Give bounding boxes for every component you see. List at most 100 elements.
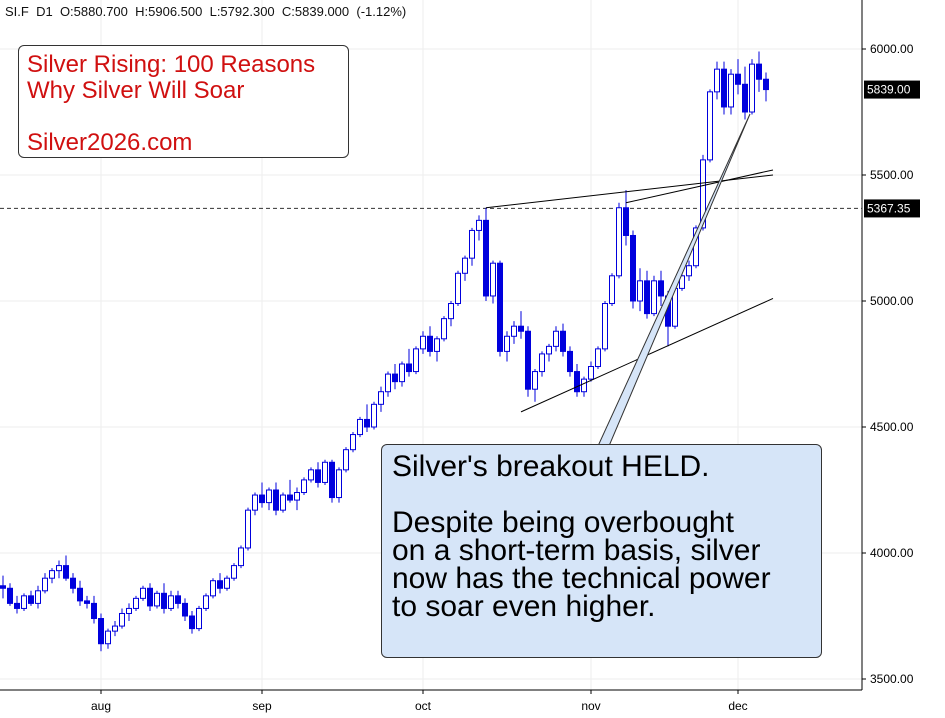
y-tick-label: 4000.00 bbox=[870, 546, 914, 560]
candle-body bbox=[455, 272, 461, 305]
candle-body bbox=[196, 607, 202, 630]
callout-line2: Despite being overbought bbox=[392, 506, 734, 539]
callout-line5: to soar even higher. bbox=[392, 590, 656, 623]
candle-body bbox=[581, 378, 587, 393]
close-value: C:5839.000 bbox=[281, 4, 350, 19]
candle-body bbox=[553, 330, 559, 347]
candle-body bbox=[98, 618, 104, 645]
candle-body bbox=[546, 345, 552, 355]
candle-body bbox=[343, 449, 349, 471]
promo-title-line1: Silver Rising: 100 Reasons bbox=[27, 51, 316, 78]
candle-body bbox=[308, 469, 314, 481]
candle-body bbox=[336, 469, 342, 499]
candle-body bbox=[112, 625, 118, 632]
candle-body bbox=[357, 418, 363, 436]
candle-body bbox=[182, 602, 188, 617]
open-value: O:5880.700 bbox=[59, 4, 128, 19]
candle-body bbox=[539, 353, 545, 373]
candle-body bbox=[525, 330, 531, 390]
candle-body bbox=[329, 461, 335, 499]
candle-body bbox=[392, 373, 398, 383]
candle-body bbox=[7, 587, 13, 604]
y-tick-label: 3500.00 bbox=[870, 672, 914, 686]
candle-body bbox=[413, 348, 419, 373]
candle-body bbox=[231, 565, 237, 579]
candle-body bbox=[385, 373, 391, 393]
x-tick-label: aug bbox=[91, 699, 111, 713]
candle-body bbox=[105, 630, 111, 645]
candle-body bbox=[378, 391, 384, 405]
candle-body bbox=[280, 494, 286, 511]
last-price-flag bbox=[864, 80, 920, 99]
candle-body bbox=[679, 275, 685, 289]
candle-body bbox=[420, 335, 426, 350]
candle-body bbox=[21, 595, 27, 609]
low-value: L:5792.300 bbox=[209, 4, 275, 19]
candle-body bbox=[259, 494, 265, 504]
candle-body bbox=[147, 587, 153, 607]
last-price-flag-text: 5839.00 bbox=[867, 83, 911, 97]
candle-body bbox=[189, 615, 195, 630]
candle-body bbox=[623, 207, 629, 236]
y-tick-label: 6000.00 bbox=[870, 42, 914, 56]
candle-body bbox=[658, 280, 664, 297]
candle-body bbox=[161, 592, 167, 609]
candle-body bbox=[504, 335, 510, 352]
x-tick-label: dec bbox=[728, 699, 747, 713]
candle-body bbox=[714, 68, 720, 93]
candle-body bbox=[28, 595, 34, 604]
candle-body bbox=[560, 330, 566, 352]
candle-body bbox=[238, 547, 244, 567]
candle-body bbox=[686, 265, 692, 277]
candle-body bbox=[371, 403, 377, 428]
candle-body bbox=[56, 565, 62, 572]
candle-body bbox=[532, 371, 538, 390]
candle-body bbox=[399, 363, 405, 383]
symbol-label: SI.F bbox=[5, 4, 29, 19]
candle-body bbox=[119, 612, 125, 627]
candle-body bbox=[35, 590, 41, 604]
candle-body bbox=[609, 275, 615, 305]
promo-title-line2: Why Silver Will Soar bbox=[27, 77, 245, 104]
promo-url: Silver2026.com bbox=[27, 129, 193, 156]
candle-body bbox=[462, 257, 468, 274]
candle-body bbox=[168, 595, 174, 609]
candle-body bbox=[287, 494, 293, 501]
candle-body bbox=[217, 580, 223, 589]
candle-body bbox=[126, 607, 132, 614]
candle-body bbox=[602, 303, 608, 350]
candle-body bbox=[721, 68, 727, 108]
candle-body bbox=[763, 78, 769, 91]
y-tick-label: 5000.00 bbox=[870, 294, 914, 308]
candle-body bbox=[84, 600, 90, 604]
candle-body bbox=[749, 63, 755, 113]
candle-body bbox=[252, 494, 258, 511]
reference-price-flag bbox=[864, 199, 920, 218]
callout-line3: on a short-term basis, silver bbox=[392, 534, 761, 567]
promo-box: Silver Rising: 100 Reasons Why Silver Wi… bbox=[18, 45, 349, 158]
y-tick-label: 4500.00 bbox=[870, 420, 914, 434]
callout-line4: now has the technical power bbox=[392, 562, 771, 595]
candle-body bbox=[476, 219, 482, 231]
candle-body bbox=[651, 280, 657, 315]
x-tick-label: oct bbox=[415, 699, 432, 713]
candle-body bbox=[518, 325, 524, 332]
candle-body bbox=[364, 418, 370, 428]
candle-body bbox=[588, 366, 594, 380]
candle-body bbox=[595, 348, 601, 368]
candle-body bbox=[637, 280, 643, 302]
candle-body bbox=[511, 325, 517, 337]
candle-body bbox=[322, 461, 328, 483]
candle-body bbox=[14, 602, 20, 609]
timeframe-label: D1 bbox=[36, 4, 53, 19]
candle-body bbox=[294, 492, 300, 501]
reference-price-flag-text: 5367.35 bbox=[867, 201, 911, 215]
ohlc-header: SI.F D1 O:5880.700 H:5906.500 L:5792.300… bbox=[5, 4, 406, 19]
candle-body bbox=[630, 234, 636, 302]
candle-body bbox=[224, 577, 230, 589]
annotation-callout: Silver's breakout HELD. Despite being ov… bbox=[381, 444, 822, 658]
candle-body bbox=[567, 350, 573, 373]
candle-body bbox=[140, 587, 146, 599]
candle-body bbox=[735, 73, 741, 85]
candle-body bbox=[70, 577, 76, 589]
